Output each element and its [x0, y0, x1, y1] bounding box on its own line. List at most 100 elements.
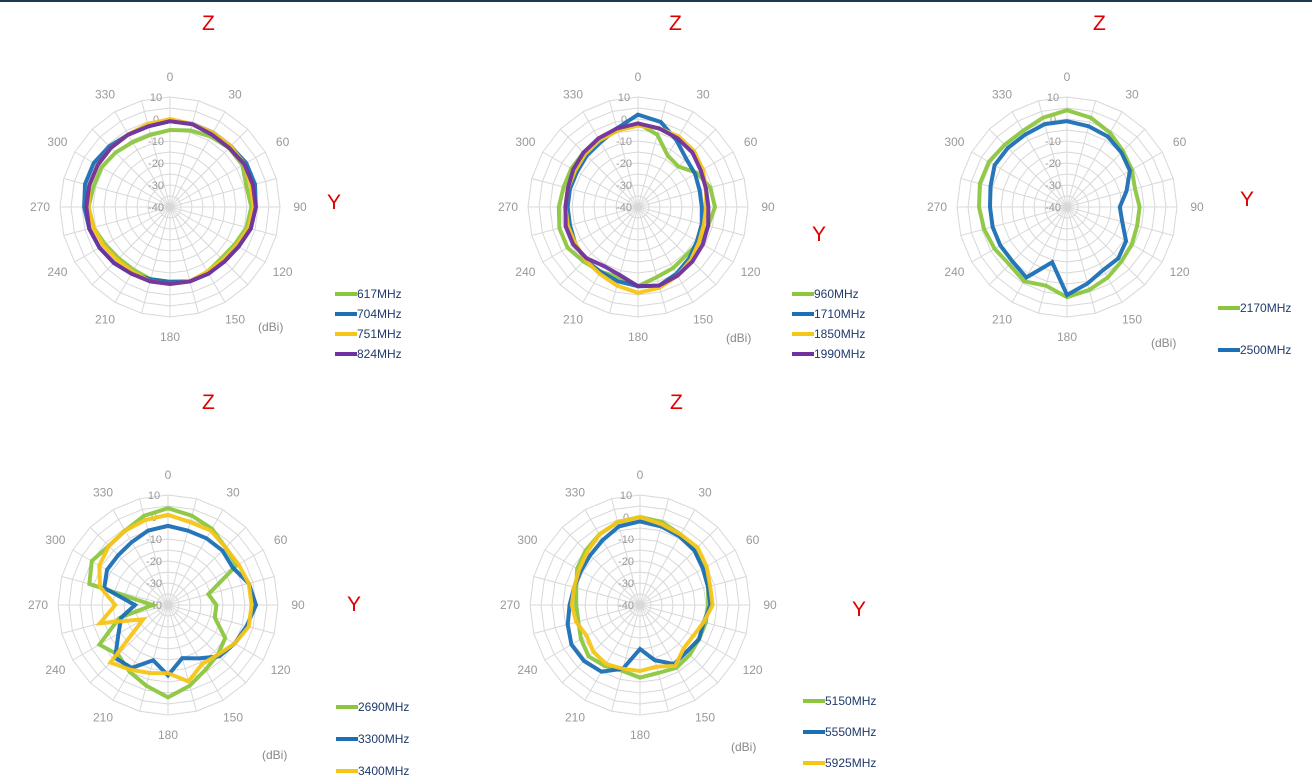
angle-tick-label: 0 — [1064, 70, 1071, 84]
legend-label: 3400MHz — [358, 764, 410, 778]
grid-spoke — [169, 100, 199, 208]
angle-tick-label: 60 — [276, 135, 290, 149]
radial-tick-label: -10 — [148, 136, 164, 148]
grid-spoke — [169, 206, 249, 286]
legend-swatch — [335, 292, 357, 296]
unit-label: (dBi) — [262, 748, 288, 762]
angle-tick-label: 180 — [158, 728, 178, 742]
radial-tick-label: -20 — [618, 556, 634, 568]
angle-tick-label: 90 — [1190, 200, 1204, 214]
grid-spoke — [637, 111, 694, 208]
angle-tick-label: 30 — [696, 87, 710, 101]
angle-tick-label: 60 — [746, 533, 760, 547]
series-line — [95, 512, 254, 684]
grid-spoke — [1066, 206, 1174, 236]
angle-tick-label: 0 — [165, 468, 172, 482]
radial-tick-label: 0 — [1050, 114, 1056, 126]
grid-spoke — [63, 206, 171, 236]
angle-tick-label: 90 — [291, 598, 305, 612]
angle-tick-label: 210 — [563, 313, 583, 327]
legend-label: 1850MHz — [814, 327, 866, 341]
grid-spoke — [167, 604, 264, 661]
grid-spoke — [637, 151, 734, 208]
angle-tick-label: 300 — [944, 135, 964, 149]
grid-spoke — [531, 206, 639, 236]
grid-spoke — [1066, 206, 1163, 263]
grid-spoke — [74, 206, 171, 263]
angle-tick-label: 150 — [223, 711, 243, 725]
series-line — [563, 121, 711, 289]
series-line — [987, 119, 1132, 298]
legend-swatch — [335, 332, 357, 336]
grid-spoke — [637, 100, 667, 208]
grid-spoke — [61, 604, 169, 634]
radial-tick-label: -40 — [618, 600, 634, 612]
y-axis-label: Y — [1240, 188, 1255, 211]
series-line — [84, 119, 258, 287]
angle-tick-label: 330 — [565, 485, 585, 499]
grid-spoke — [72, 549, 169, 606]
radial-tick-label: -20 — [1045, 158, 1061, 170]
grid-spoke — [544, 604, 641, 661]
unit-label: (dBi) — [726, 331, 752, 345]
legend-swatch — [803, 761, 825, 765]
radial-tick-label: 10 — [150, 92, 162, 104]
grid-spoke — [112, 509, 169, 606]
radial-tick-label: 10 — [620, 490, 632, 502]
grid-spoke — [533, 604, 641, 634]
grid-spoke — [639, 604, 736, 661]
grid-spoke — [639, 526, 719, 606]
angle-tick-label: 60 — [744, 135, 758, 149]
angle-tick-label: 90 — [763, 598, 777, 612]
grid-spoke — [169, 111, 226, 208]
legend-swatch — [792, 332, 814, 336]
grid-spoke — [1011, 111, 1068, 208]
grid-spoke — [584, 604, 641, 701]
grid-spoke — [169, 178, 277, 208]
unit-label: (dBi) — [258, 320, 284, 334]
grid-spoke — [167, 604, 224, 701]
grid-spoke — [89, 526, 169, 606]
angle-tick-label: 210 — [95, 313, 115, 327]
grid-spoke — [639, 576, 747, 606]
grid-spoke — [561, 604, 641, 684]
angle-tick-label: 120 — [741, 265, 761, 279]
legend-label: 5925MHz — [825, 756, 877, 770]
y-axis-label: Y — [852, 598, 867, 621]
grid-spoke — [167, 509, 224, 606]
radial-tick-label: -20 — [146, 556, 162, 568]
grid-spoke — [637, 178, 745, 208]
legend-label: 704MHz — [357, 307, 402, 321]
radial-tick-label: -40 — [616, 202, 632, 214]
angle-tick-label: 300 — [47, 135, 67, 149]
angle-tick-label: 0 — [635, 70, 642, 84]
legend-label: 1710MHz — [814, 307, 866, 321]
angle-tick-label: 300 — [517, 533, 537, 547]
grid-spoke — [639, 549, 736, 606]
angle-tick-label: 150 — [1122, 313, 1142, 327]
z-axis-label: Z — [202, 391, 215, 414]
angle-tick-label: 270 — [927, 200, 947, 214]
legend-label: 5150MHz — [825, 694, 877, 708]
grid-spoke — [74, 151, 171, 208]
angle-tick-label: 330 — [95, 87, 115, 101]
grid-spoke — [91, 206, 171, 286]
y-axis-label: Y — [347, 593, 362, 616]
angle-tick-label: 180 — [628, 330, 648, 344]
radial-tick-label: -30 — [148, 180, 164, 192]
angle-tick-label: 270 — [28, 598, 48, 612]
radial-tick-label: -20 — [148, 158, 164, 170]
angle-tick-label: 180 — [630, 728, 650, 742]
grid-spoke — [611, 604, 641, 712]
radial-tick-label: 0 — [623, 512, 629, 524]
y-axis-label: Y — [812, 223, 827, 246]
angle-tick-label: 240 — [515, 265, 535, 279]
grid-spoke — [637, 206, 717, 286]
angle-tick-label: 120 — [743, 663, 763, 677]
grid-spoke — [63, 178, 171, 208]
polar-chart-2: 0 30 60 90 120 150 180 210 240 270 300 330 10 0 -10 -20… — [498, 70, 775, 344]
legend-swatch — [1218, 306, 1240, 310]
series-line — [82, 119, 258, 284]
grid-spoke — [988, 206, 1068, 286]
